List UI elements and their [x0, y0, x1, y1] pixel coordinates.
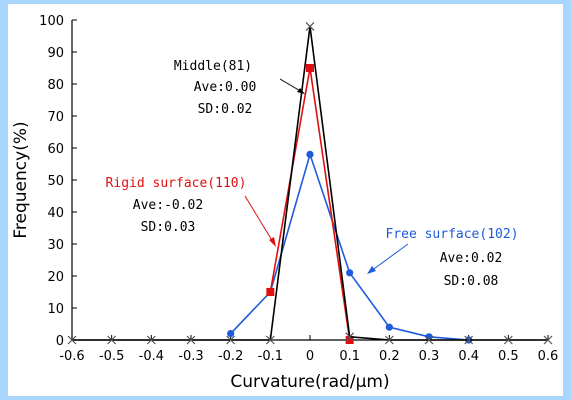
middle-annotation-ave: Ave:0.00: [194, 80, 257, 95]
data-point: [107, 335, 117, 345]
data-point: [346, 269, 354, 277]
data-point: [503, 335, 513, 345]
data-point: [345, 336, 354, 344]
data-point: [306, 64, 314, 72]
data-point: [265, 335, 275, 345]
series-layer: [67, 21, 553, 345]
middle-annotation-arrowhead: [297, 88, 305, 94]
chart-background: [8, 4, 563, 396]
x-tick-label: 0.3: [419, 349, 440, 364]
middle-annotation-sd: SD:0.02: [198, 102, 253, 117]
y-tick-label: 40: [47, 206, 64, 221]
x-tick-label: 0: [306, 349, 314, 364]
data-point: [226, 335, 236, 345]
annotation-layer: Middle(81) Ave:0.00 SD:0.02 Rigid surfac…: [106, 59, 519, 289]
rigid-annotation-ave: Ave:-0.02: [133, 198, 203, 213]
y-tick-label: 90: [47, 46, 64, 61]
y-tick-label: 100: [39, 14, 64, 29]
y-tick-label: 60: [47, 142, 64, 157]
x-tick-label: 0.1: [339, 349, 360, 364]
y-ticks: 0 10 20 30 40 50 60 70 80 90 100: [39, 14, 77, 349]
free-annotation-sd: SD:0.08: [444, 274, 499, 289]
x-tick-label: 0.4: [458, 349, 479, 364]
frequency-curvature-chart: -0.6 -0.5 -0.4 -0.3 -0.2 -0.1 0 0.1 0.2 0.3 0.4 0.5…: [8, 4, 563, 396]
middle-annotation-title: Middle(81): [174, 59, 252, 74]
middle-annotation-arrow: [279, 78, 303, 93]
free-annotation-ave: Ave:0.02: [440, 251, 503, 266]
rigid-annotation-title: Rigid surface(110): [106, 176, 247, 191]
y-axis-title: Frequency(%): [11, 121, 31, 238]
free-annotation-title: Free surface(102): [385, 227, 518, 242]
data-point: [227, 330, 235, 338]
x-tick-label: -0.2: [218, 349, 243, 364]
free-annotation-arrow: [370, 243, 409, 272]
x-tick-label: 0.5: [498, 349, 519, 364]
y-tick-label: 20: [47, 270, 64, 285]
data-point: [306, 150, 314, 158]
data-point: [186, 335, 196, 345]
data-point: [424, 335, 434, 345]
data-point: [146, 335, 156, 345]
data-point: [266, 288, 275, 296]
data-point: [345, 332, 355, 342]
y-tick-label: 10: [47, 302, 64, 317]
x-tick-label: -0.5: [99, 349, 124, 364]
x-tick-label: -0.1: [258, 349, 283, 364]
data-point: [464, 335, 474, 345]
y-tick-label: 50: [47, 174, 64, 189]
y-tick-label: 80: [47, 78, 64, 93]
rigid-annotation-arrowhead: [269, 237, 276, 247]
x-tick-label: -0.6: [59, 349, 84, 364]
x-axis-title: Curvature(rad/μm): [230, 372, 389, 392]
free-annotation-arrowhead: [367, 266, 376, 274]
y-tick-label: 70: [47, 110, 64, 125]
y-tick-label: 0: [56, 334, 64, 349]
rigid-annotation-arrow: [244, 195, 274, 243]
x-tick-label: 0.6: [538, 349, 559, 364]
x-tick-label: 0.2: [379, 349, 400, 364]
x-ticks: -0.6 -0.5 -0.4 -0.3 -0.2 -0.1 0 0.1 0.2 0.3 0.4 0.5…: [59, 335, 558, 364]
data-point: [384, 335, 394, 345]
y-tick-label: 30: [47, 238, 64, 253]
data-point: [67, 335, 77, 345]
data-point: [305, 21, 315, 31]
x-tick-label: -0.4: [139, 349, 164, 364]
rigid-annotation-sd: SD:0.03: [141, 220, 196, 235]
data-point: [385, 323, 393, 331]
x-tick-label: -0.3: [178, 349, 203, 364]
data-point: [543, 335, 553, 345]
